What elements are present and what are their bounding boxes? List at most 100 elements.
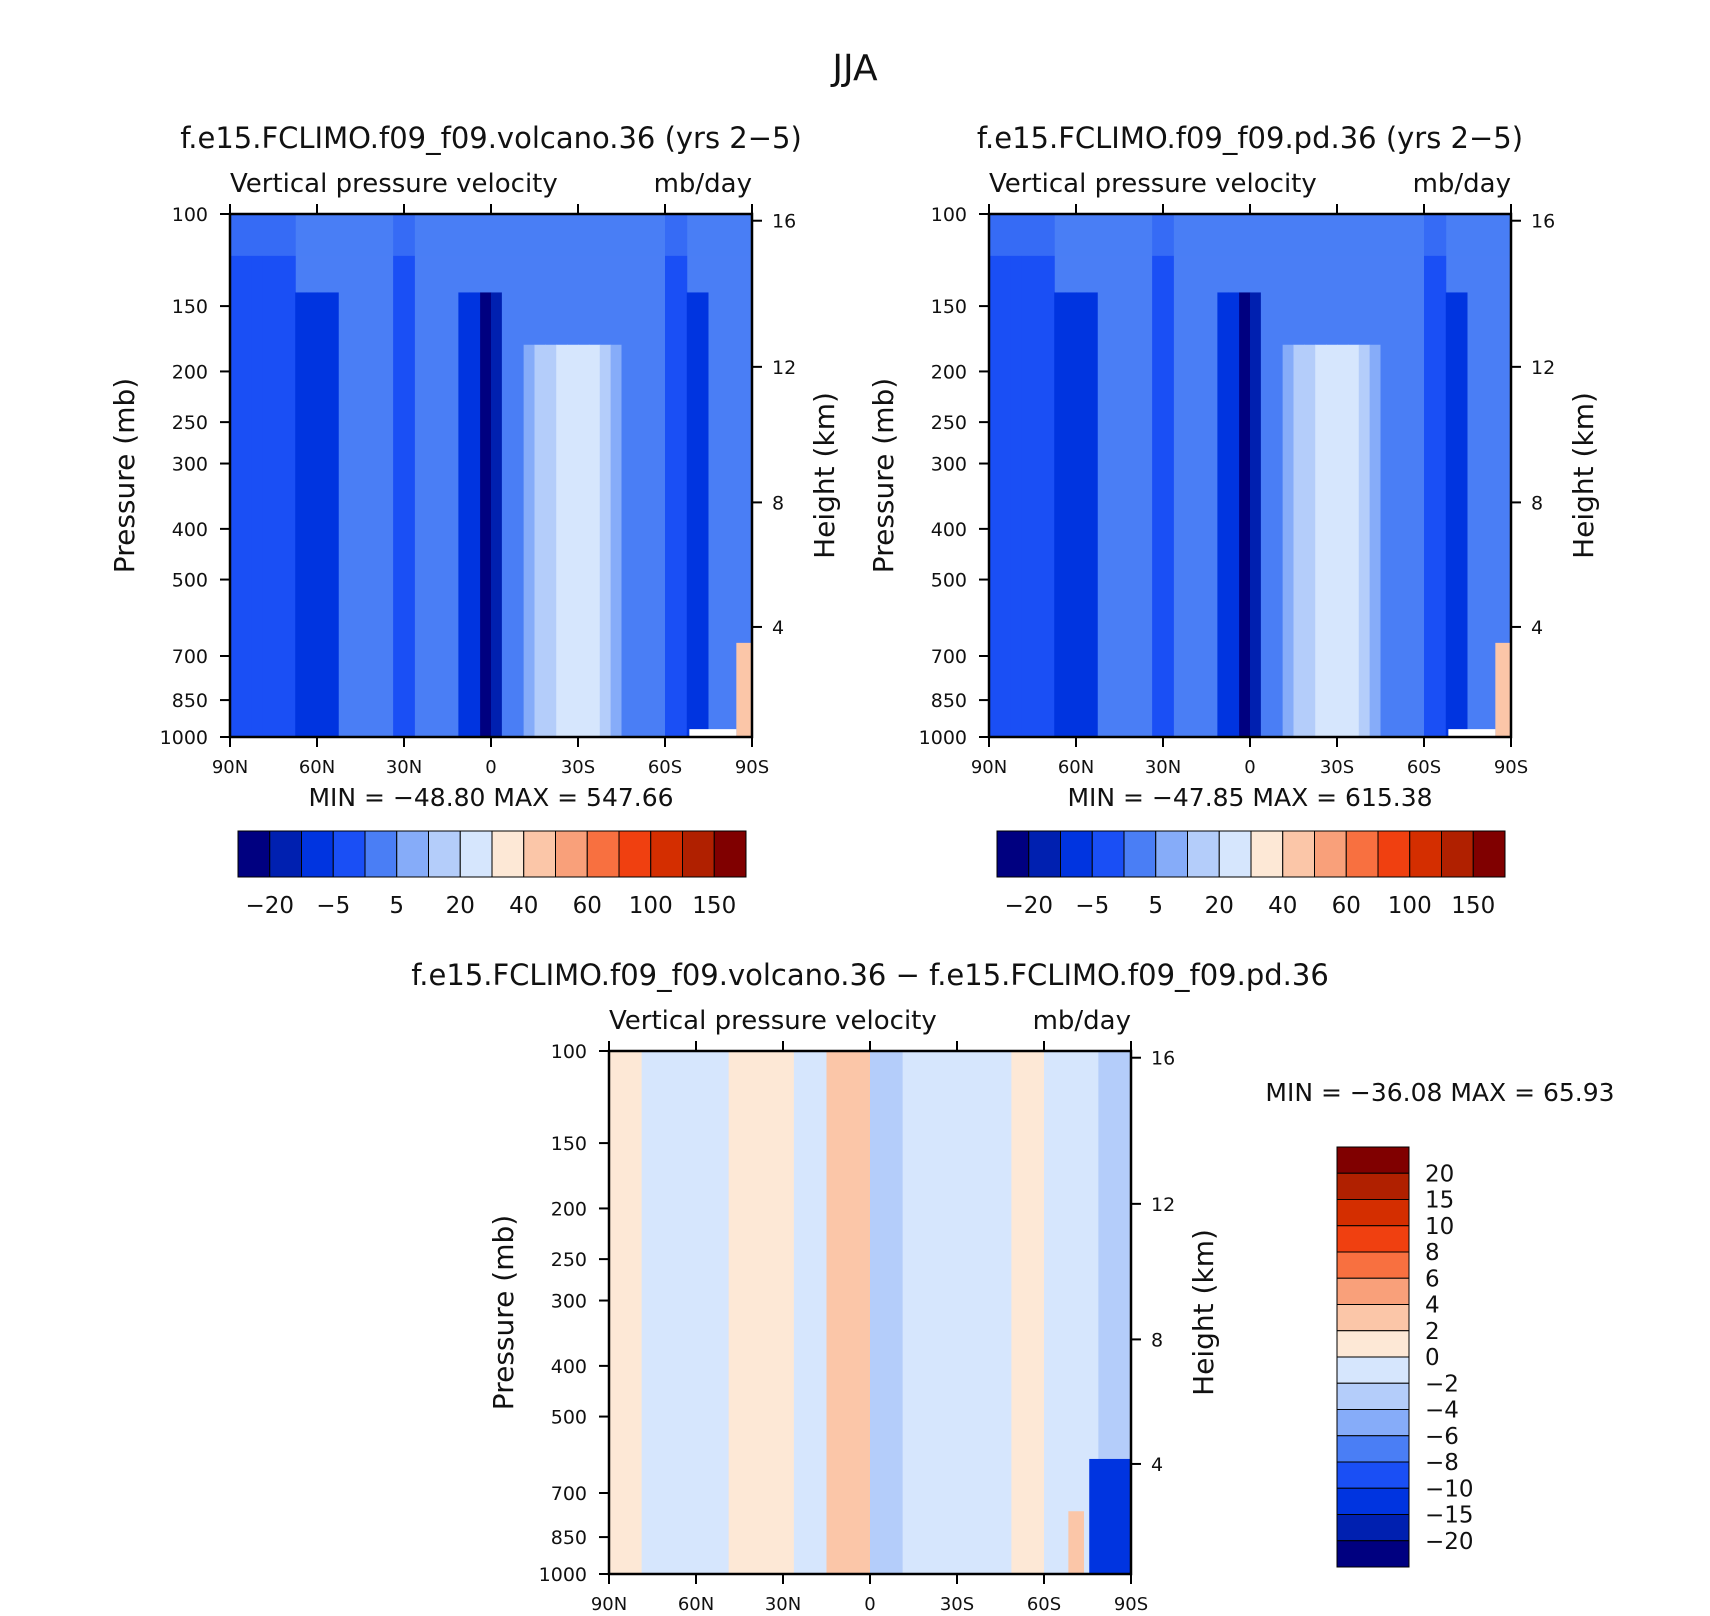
contour-band — [837, 1051, 849, 1574]
colorbar-box — [1091, 830, 1125, 878]
y-tick-label: 300 — [172, 454, 208, 476]
colorbar-box — [586, 830, 620, 878]
contour-band — [1467, 214, 1479, 737]
contour-band — [447, 214, 459, 737]
contour-band — [491, 292, 503, 737]
contour-band — [306, 292, 318, 737]
colorbar-box — [364, 830, 398, 878]
y-tick-label: 250 — [551, 1249, 587, 1271]
contour-band-cold — [1089, 1458, 1131, 1574]
y2-axis-label: Height (km) — [1567, 392, 1600, 559]
contour-band — [425, 214, 438, 737]
y-tick-label: 850 — [172, 690, 208, 712]
missing-data-strip — [689, 729, 737, 737]
colorbar-label: 20 — [1205, 893, 1234, 919]
panel-subtitle-right: mb/day — [1033, 1006, 1131, 1036]
contour-band — [1271, 214, 1284, 737]
contour-band — [870, 1051, 882, 1574]
colorbar-label: −6 — [1425, 1424, 1459, 1450]
contour-band — [826, 1051, 838, 1574]
contour-band — [1260, 214, 1273, 737]
colorbar-box — [650, 830, 683, 878]
x-tick-label: 30N — [386, 757, 422, 778]
colorbar-box — [491, 830, 525, 878]
contour-band — [414, 214, 427, 737]
colorbar-label: 20 — [446, 893, 475, 919]
contour-band — [783, 1051, 795, 1574]
colorbar-box — [1336, 1356, 1410, 1384]
y2-tick-label: 16 — [1151, 1048, 1175, 1070]
contour-band — [382, 214, 394, 737]
colorbar-box — [1123, 830, 1157, 878]
contour-band — [1239, 292, 1251, 737]
contour-band — [1250, 292, 1262, 737]
colorbar-box — [1060, 830, 1093, 878]
contour-band — [1010, 214, 1023, 737]
panel-title: f.e15.FCLIMO.f09_f09.volcano.36 (yrs 2−5… — [180, 121, 802, 155]
contour-band — [599, 344, 612, 737]
colorbar-label: 0 — [1425, 1345, 1440, 1371]
contour-band — [1076, 1051, 1088, 1574]
min-max-label: MIN = −48.80 MAX = 547.66 — [308, 783, 673, 812]
contour-band — [772, 1051, 784, 1574]
contour-band — [1033, 1051, 1045, 1574]
colorbar-box — [1336, 1435, 1410, 1463]
colorbar-label: 20 — [1425, 1161, 1454, 1187]
y-tick-label: 700 — [931, 646, 967, 668]
contour-band-hot — [1495, 642, 1511, 737]
contour-band — [643, 214, 655, 737]
contour-band — [534, 344, 546, 737]
contour-band — [913, 1051, 925, 1574]
panel-title: f.e15.FCLIMO.f09_f09.volcano.36 − f.e15.… — [411, 958, 1329, 992]
y-tick-label: 1000 — [919, 727, 967, 749]
contour-band — [1097, 214, 1110, 737]
y2-tick-label: 12 — [1531, 357, 1555, 379]
y-tick-label: 400 — [931, 519, 967, 541]
colorbar-box — [1336, 1461, 1410, 1489]
y-tick-label: 250 — [931, 412, 967, 434]
colorbar-box — [1336, 1487, 1410, 1515]
contour-band — [317, 292, 329, 737]
contour-band — [1043, 214, 1055, 737]
panel-subtitle-left: Vertical pressure velocity — [230, 169, 558, 199]
contour-band — [360, 214, 372, 737]
colorbar-label: 4 — [1425, 1293, 1440, 1319]
x-tick-label: 90N — [971, 757, 1007, 778]
colorbar-label: 60 — [1332, 893, 1361, 919]
contour-band — [891, 1051, 904, 1574]
y-axis-label: Pressure (mb) — [867, 378, 900, 573]
contour-band — [1065, 1051, 1078, 1574]
y-tick-label: 500 — [551, 1407, 587, 1429]
panel-2: f.e15.FCLIMO.f09_f09.pd.36 (yrs 2−5) Vert… — [867, 121, 1600, 919]
colorbar-label: −4 — [1425, 1398, 1459, 1424]
colorbar-box — [555, 830, 588, 878]
y-tick-label: 850 — [551, 1527, 587, 1549]
y2-tick-label: 8 — [1151, 1329, 1163, 1351]
contour-band — [404, 214, 416, 737]
contour-band — [717, 1051, 730, 1574]
contour-band — [436, 214, 448, 737]
colorbar-box — [1336, 1409, 1410, 1437]
contour-band — [1315, 344, 1327, 737]
contour-band — [686, 292, 699, 737]
contour-band — [556, 344, 568, 737]
colorbar-label: 5 — [1148, 893, 1163, 919]
colorbar-label: −15 — [1425, 1503, 1474, 1529]
colorbar-box — [269, 830, 302, 878]
colorbar-box — [1028, 830, 1061, 878]
panel-title: f.e15.FCLIMO.f09_f09.pd.36 (yrs 2−5) — [977, 121, 1523, 155]
contour-band — [1391, 214, 1403, 737]
colorbar-label: 150 — [692, 893, 736, 919]
y-tick-label: 1000 — [160, 727, 208, 749]
contour-band — [240, 214, 253, 737]
y2-tick-label: 12 — [772, 357, 796, 379]
y2-tick-label: 16 — [772, 211, 796, 233]
contour-band — [654, 214, 666, 737]
contour-band — [1065, 292, 1077, 737]
x-tick-label: 90S — [1494, 757, 1528, 778]
colorbar-label: 2 — [1425, 1319, 1440, 1345]
colorbar-box — [332, 830, 366, 878]
contour-band — [295, 292, 307, 737]
colorbar-label: 150 — [1451, 893, 1495, 919]
y-tick-label: 400 — [172, 519, 208, 541]
